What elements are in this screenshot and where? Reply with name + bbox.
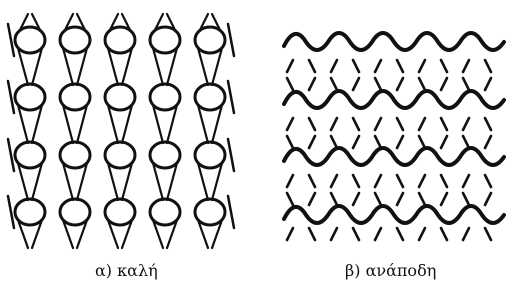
loop — [15, 84, 45, 110]
purl-dash — [397, 228, 403, 240]
loop — [195, 142, 225, 168]
purl-dash — [463, 78, 469, 90]
purl-dash — [397, 118, 403, 130]
loop — [60, 84, 90, 110]
purl-dash — [419, 136, 425, 148]
purl-row — [284, 91, 504, 108]
purl-dash — [419, 228, 425, 240]
purl-dash — [463, 228, 469, 240]
purl-dash — [397, 175, 403, 187]
purl-dash — [287, 175, 293, 187]
purl-dash — [375, 193, 381, 205]
figure: α) καλή β) ανάποδη — [0, 0, 514, 292]
purl-dash — [441, 175, 447, 187]
purl-row — [284, 148, 504, 165]
purl-dash — [485, 136, 491, 148]
loop — [105, 142, 135, 168]
loop — [150, 84, 180, 110]
purl-dash — [375, 175, 381, 187]
purl-dash — [485, 175, 491, 187]
purl-dash — [375, 118, 381, 130]
edge — [8, 196, 14, 228]
loop — [150, 142, 180, 168]
purl-dash — [441, 193, 447, 205]
purl-dash — [353, 78, 359, 90]
purl-dash — [309, 193, 315, 205]
purl-dash — [463, 136, 469, 148]
purl-dash — [331, 78, 337, 90]
purl-dash — [287, 60, 293, 72]
purl-dash — [353, 175, 359, 187]
edge — [8, 81, 14, 113]
purl-dash — [309, 118, 315, 130]
purl-dash — [485, 118, 491, 130]
purl-dash — [309, 78, 315, 90]
purl-dash — [331, 193, 337, 205]
purl-row — [284, 206, 504, 223]
purl-stitch-pattern — [284, 33, 504, 240]
loop — [15, 142, 45, 168]
purl-dash — [463, 60, 469, 72]
edge — [228, 139, 234, 171]
stitch-drawings — [0, 0, 514, 292]
purl-dash — [375, 228, 381, 240]
purl-dash — [287, 136, 293, 148]
purl-dash — [441, 60, 447, 72]
purl-dash — [353, 228, 359, 240]
purl-dash — [353, 118, 359, 130]
loop — [60, 142, 90, 168]
purl-dash — [397, 136, 403, 148]
purl-dash — [397, 193, 403, 205]
purl-dash — [441, 78, 447, 90]
purl-dash — [485, 78, 491, 90]
purl-dash — [441, 136, 447, 148]
purl-dash — [287, 228, 293, 240]
purl-dash — [287, 193, 293, 205]
purl-dash — [331, 118, 337, 130]
purl-dash — [331, 228, 337, 240]
purl-dash — [419, 78, 425, 90]
loop — [105, 84, 135, 110]
purl-dash — [463, 193, 469, 205]
purl-dash — [309, 136, 315, 148]
purl-dash — [309, 175, 315, 187]
purl-dash — [485, 60, 491, 72]
purl-dash — [375, 78, 381, 90]
edge — [228, 24, 234, 56]
purl-dash — [419, 60, 425, 72]
purl-dash — [353, 136, 359, 148]
purl-dash — [485, 228, 491, 240]
purl-dash — [309, 228, 315, 240]
purl-dash — [463, 118, 469, 130]
purl-dash — [441, 118, 447, 130]
purl-dash — [353, 60, 359, 72]
purl-dash — [397, 60, 403, 72]
purl-dash — [309, 60, 315, 72]
purl-dash — [441, 228, 447, 240]
purl-dash — [419, 175, 425, 187]
purl-dash — [287, 118, 293, 130]
edge — [8, 24, 14, 56]
purl-dash — [419, 118, 425, 130]
caption-knit: α) καλή — [95, 261, 158, 280]
purl-dash — [397, 78, 403, 90]
edge — [8, 139, 14, 171]
purl-dash — [375, 60, 381, 72]
edge — [228, 196, 234, 228]
purl-dash — [485, 193, 491, 205]
purl-dash — [463, 175, 469, 187]
purl-dash — [331, 136, 337, 148]
purl-dash — [353, 193, 359, 205]
edge — [228, 81, 234, 113]
caption-purl: β) ανάποδη — [345, 261, 436, 280]
purl-dash — [331, 60, 337, 72]
loop — [195, 84, 225, 110]
purl-dash — [331, 175, 337, 187]
purl-dash — [375, 136, 381, 148]
purl-dash — [419, 193, 425, 205]
purl-row — [284, 33, 504, 50]
purl-dash — [287, 78, 293, 90]
knit-stitch-pattern — [8, 14, 234, 248]
